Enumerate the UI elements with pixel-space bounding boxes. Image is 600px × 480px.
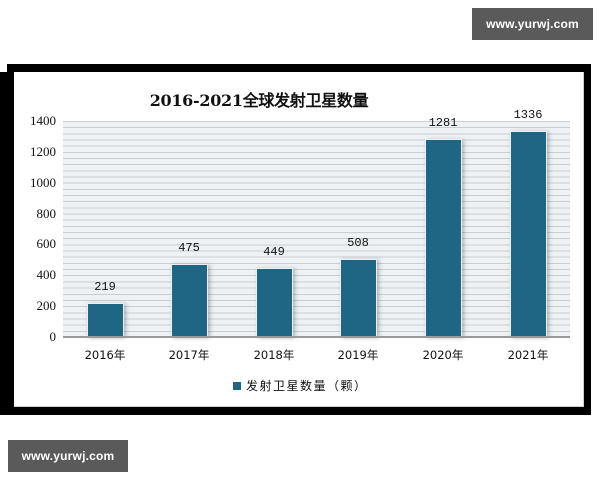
bar-2017 [171,264,208,337]
bar-2019 [340,259,377,337]
x-tick-2021: 2021年 [507,348,549,362]
legend: 发射卫星数量（颗） [233,377,368,394]
y-tick-0: 0 [49,329,57,344]
y-tick-1000: 1000 [30,175,56,190]
y-tick-800: 800 [36,206,57,221]
chart-title: 2016-2021全球发射卫星数量 [149,91,369,110]
y-tick-200: 200 [36,298,57,313]
y-tick-400: 400 [36,267,57,282]
data-label-2016: 219 [94,280,116,294]
x-tick-2016: 2016年 [84,348,126,362]
plot-area-gridlines [63,121,570,337]
data-label-2019: 508 [347,236,369,250]
bar-2020 [425,139,462,337]
y-tick-1200: 1200 [30,144,56,159]
bar-2016 [87,303,124,337]
x-tick-2017: 2017年 [168,348,210,362]
x-axis-line [63,336,570,338]
bar-2018 [256,268,293,337]
data-label-2020: 1281 [428,116,458,130]
y-tick-600: 600 [36,236,57,251]
legend-swatch-icon [233,381,241,390]
bar-2021 [510,131,547,337]
x-tick-2020: 2020年 [422,348,464,362]
data-label-2021: 1336 [513,108,543,122]
watermark-top: www.yurwj.com [472,8,593,40]
x-tick-2019: 2019年 [337,348,379,362]
data-label-2018: 449 [263,245,285,259]
y-tick-1400: 1400 [30,113,56,128]
chart-frame-edge [0,72,7,415]
x-tick-2018: 2018年 [253,348,295,362]
legend-label: 发射卫星数量（颗） [246,379,368,393]
watermark-bottom: www.yurwj.com [8,440,128,472]
data-label-2017: 475 [178,241,200,255]
